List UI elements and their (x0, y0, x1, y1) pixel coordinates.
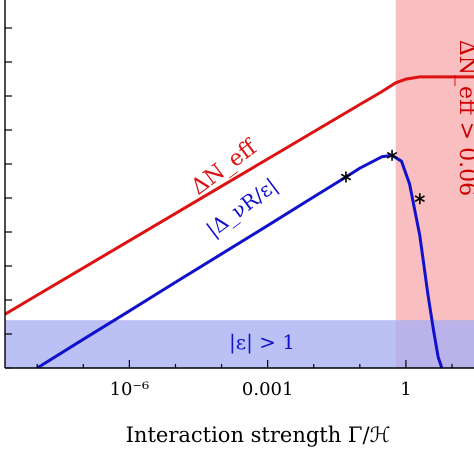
marker-star-stroke (414, 195, 425, 203)
region-cmb-s4-label: ΔN_eff > 0.06 (454, 40, 474, 196)
marker-star-2 (386, 149, 398, 161)
marker-star-stroke (386, 151, 398, 159)
marker-star-1 (340, 171, 352, 183)
region-epsilon-gt-1 (5, 320, 474, 368)
x-tick-label: 10⁻⁶ (110, 379, 150, 400)
x-axis-label: Interaction strength Γ/ℋ (126, 423, 391, 447)
plot-area: ΔN_eff > 0.06CMB-S4 reach|ε| > 1ΔN_eff|Δ… (5, 0, 474, 368)
x-tick-label: 0.001 (242, 379, 294, 400)
x-tick-label: 1 (400, 379, 411, 400)
series-line-delta-neff (5, 75, 474, 316)
marker-star-3 (414, 193, 425, 205)
series-line-delta-nur (36, 153, 444, 368)
marker-star-stroke (340, 173, 352, 181)
region-epsilon-label: |ε| > 1 (229, 330, 295, 355)
